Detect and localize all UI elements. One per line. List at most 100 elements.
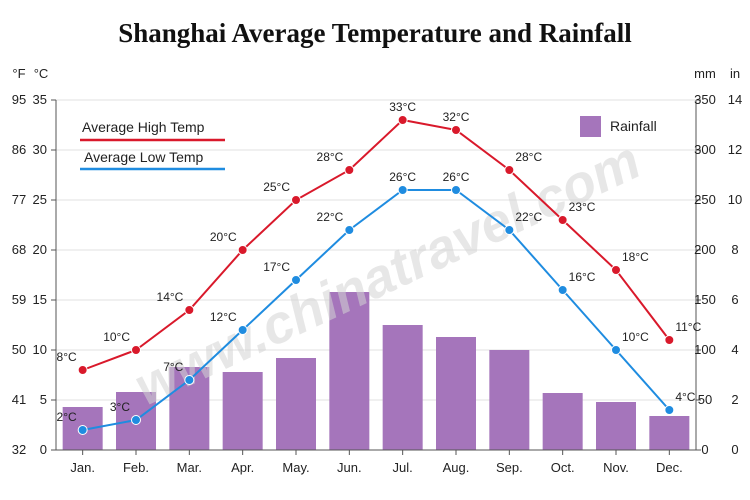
celsius-tick-label: 20 [33,242,47,257]
celsius-tick-label: 25 [33,192,47,207]
x-tick-label: Jul. [393,460,413,475]
high-temp-point [77,365,88,375]
rainfall-bar [436,337,476,450]
high-temp-point [344,165,355,175]
celsius-tick-label: 0 [40,442,47,457]
rainfall-bar [382,325,423,450]
mm-tick-label: 50 [698,392,712,407]
low-temp-data-label: 12°C [210,310,237,324]
high-temp-data-label: 20°C [210,230,237,244]
high-temp-point [397,115,408,125]
low-temp-point [131,415,141,425]
high-temp-data-label: 14°C [157,290,184,304]
rainfall-bar [329,292,370,450]
high-temp-data-label: 25°C [263,180,290,194]
celsius-tick-label: 15 [33,292,47,307]
low-temp-data-label: 26°C [443,170,470,184]
low-temp-data-label: 17°C [263,260,290,274]
inch-tick-label: 14 [728,92,742,107]
mm-tick-label: 300 [694,142,716,157]
fahrenheit-tick-label: 95 [12,92,26,107]
x-tick-label: Apr. [231,460,254,475]
fahrenheit-tick-label: 41 [12,392,26,407]
x-tick-label: Nov. [603,460,629,475]
low-temp-data-label: 3°C [110,400,130,414]
fahrenheit-unit-label: °F [12,66,25,81]
high-temp-point [451,125,461,135]
low-temp-point [77,425,88,435]
x-tick-label: May. [282,460,309,475]
celsius-tick-label: 30 [33,142,47,157]
x-tick-label: Aug. [443,460,470,475]
x-tick-label: Feb. [123,460,149,475]
high-temp-point [131,345,141,355]
inch-tick-label: 8 [731,242,738,257]
high-temp-data-label: 28°C [515,150,542,164]
fahrenheit-tick-label: 68 [12,242,26,257]
legend-rainfall-swatch [580,116,601,137]
inch-tick-label: 10 [728,192,742,207]
x-tick-label: Jan. [70,460,95,475]
high-temp-data-label: 10°C [103,330,130,344]
high-temp-data-label: 33°C [389,100,416,114]
low-temp-data-label: 10°C [622,330,649,344]
fahrenheit-tick-label: 77 [12,192,26,207]
low-temp-point [611,345,621,355]
rainfall-bar [276,358,316,450]
mm-tick-label: 100 [694,342,716,357]
high-temp-data-label: 8°C [57,350,77,364]
high-temp-data-label: 28°C [317,150,344,164]
x-tick-label: Sep. [496,460,523,475]
high-temp-line [82,118,671,371]
low-temp-data-label: 7°C [163,360,183,374]
inch-tick-label: 0 [731,442,738,457]
low-temp-data-label: 4°C [675,390,695,404]
rainfall-bar [542,393,583,450]
data-labels: 8°C 10°C 14°C 20°C 25°C 28°C 33°C 32°C 28°C 23°C 1… [57,100,702,424]
rainfall-bar [596,402,636,450]
low-temp-data-label: 26°C [389,170,416,184]
rainfall-bar [222,372,263,450]
low-temp-point [344,225,355,235]
high-temp-point [557,215,568,225]
high-temp-point [504,165,515,175]
inch-tick-label: 12 [728,142,742,157]
low-temp-point [664,405,675,415]
chart-title: Shanghai Average Temperature and Rainfal… [118,18,632,48]
rainfall-bar [649,416,690,450]
low-temp-data-label: 22°C [317,210,344,224]
mm-tick-label: 350 [694,92,716,107]
x-tick-label: Dec. [656,460,683,475]
high-temp-point [291,195,301,205]
inch-tick-label: 6 [731,292,738,307]
low-temp-point [184,375,195,385]
low-temp-data-label: 2°C [57,410,77,424]
fahrenheit-tick-label: 59 [12,292,26,307]
high-temp-data-label: 18°C [622,250,649,264]
high-temp-data-label: 23°C [569,200,596,214]
mm-tick-label: 200 [694,242,716,257]
low-temp-point [291,275,301,285]
legend-high-label: Average High Temp [82,119,205,135]
celsius-unit-label: °C [34,66,49,81]
fahrenheit-tick-label: 86 [12,142,26,157]
mm-tick-label: 150 [694,292,716,307]
rainfall-bar [489,350,530,450]
high-temp-data-label: 11°C [675,320,701,334]
inch-unit-label: in [730,66,740,81]
fahrenheit-tick-label: 32 [12,442,26,457]
x-tick-label: Jun. [337,460,362,475]
inch-tick-label: 2 [731,392,738,407]
low-temp-point [397,185,408,195]
legend-low-label: Average Low Temp [84,149,204,165]
temperature-lines [77,115,675,435]
mm-unit-label: mm [694,66,716,81]
x-tick-label: Mar. [177,460,202,475]
low-temp-point [451,185,461,195]
celsius-tick-label: 5 [40,392,47,407]
high-temp-point [237,245,248,255]
celsius-tick-label: 35 [33,92,47,107]
mm-tick-label: 250 [694,192,716,207]
